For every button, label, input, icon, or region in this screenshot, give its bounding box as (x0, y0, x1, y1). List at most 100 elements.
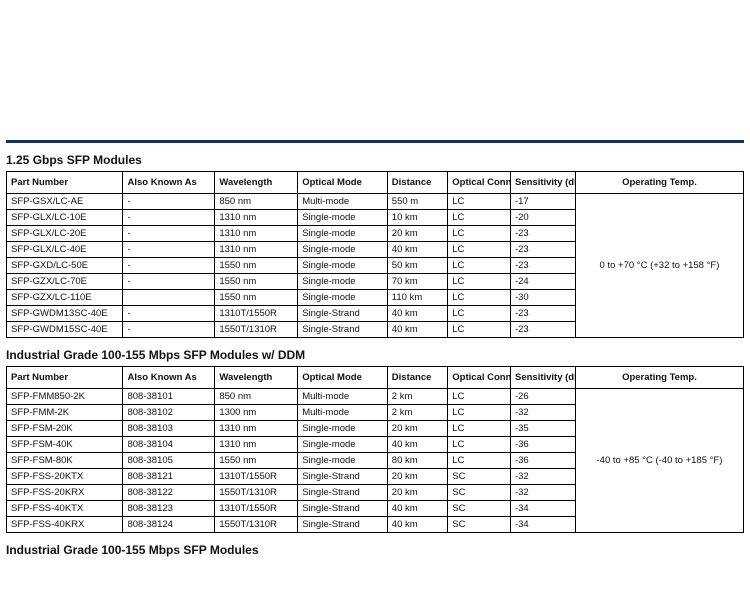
cell: 808-38102 (123, 405, 215, 421)
cell: - (123, 242, 215, 258)
cell: 40 km (387, 306, 447, 322)
cell: 40 km (387, 322, 447, 338)
cell: - (123, 226, 215, 242)
cell: Multi-mode (298, 389, 388, 405)
cell: SFP-FSM-80K (7, 453, 123, 469)
cell: 20 km (387, 421, 447, 437)
cell: -26 (510, 389, 575, 405)
cell: 850 nm (215, 389, 298, 405)
cell: 80 km (387, 453, 447, 469)
cell: -20 (510, 210, 575, 226)
header-row: Part NumberAlso Known AsWavelengthOptica… (7, 367, 744, 389)
column-header: Wavelength (215, 172, 298, 194)
temp-cell: -40 to +85 °C (-40 to +185 °F) (575, 389, 743, 533)
table-head: Part NumberAlso Known AsWavelengthOptica… (7, 172, 744, 194)
cell: - (123, 274, 215, 290)
cell: SFP-GZX/LC-70E (7, 274, 123, 290)
table-head: Part NumberAlso Known AsWavelengthOptica… (7, 367, 744, 389)
cell: Single-Strand (298, 306, 388, 322)
table-row: SFP-GSX/LC-AE-850 nmMulti-mode550 mLC-17… (7, 194, 744, 210)
header-row: Part NumberAlso Known AsWavelengthOptica… (7, 172, 744, 194)
cell: Multi-mode (298, 194, 388, 210)
cell: 40 km (387, 242, 447, 258)
cell: - (123, 258, 215, 274)
cell: 40 km (387, 501, 447, 517)
cell: -32 (510, 485, 575, 501)
cell: LC (448, 437, 511, 453)
cell: 110 km (387, 290, 447, 306)
cell: 808-38105 (123, 453, 215, 469)
cell: 850 nm (215, 194, 298, 210)
column-header: Wavelength (215, 367, 298, 389)
cell: -36 (510, 437, 575, 453)
column-header: Part Number (7, 172, 123, 194)
table-body: SFP-FMM850-2K808-38101850 nmMulti-mode2 … (7, 389, 744, 533)
cell: 1310 nm (215, 242, 298, 258)
cell: SFP-GLX/LC-40E (7, 242, 123, 258)
cell: -23 (510, 242, 575, 258)
cell: LC (448, 194, 511, 210)
cell: -24 (510, 274, 575, 290)
cell: SC (448, 469, 511, 485)
cell: SFP-FMM850-2K (7, 389, 123, 405)
cell: 1550T/1310R (215, 485, 298, 501)
cell: -23 (510, 226, 575, 242)
cell: 550 m (387, 194, 447, 210)
cell: SC (448, 485, 511, 501)
cell: SFP-FSM-20K (7, 421, 123, 437)
cell: 808-38122 (123, 485, 215, 501)
cell: 1310 nm (215, 437, 298, 453)
cell: 40 km (387, 437, 447, 453)
cell: - (123, 210, 215, 226)
cell: 20 km (387, 469, 447, 485)
column-header: Also Known As (123, 172, 215, 194)
cell: -23 (510, 322, 575, 338)
cell: 808-38123 (123, 501, 215, 517)
cell: 20 km (387, 485, 447, 501)
cell: -23 (510, 306, 575, 322)
cell: -30 (510, 290, 575, 306)
section-title-2: Industrial Grade 100-155 Mbps SFP Module… (6, 348, 744, 362)
cell: 1550T/1310R (215, 322, 298, 338)
cell: LC (448, 210, 511, 226)
cell: LC (448, 453, 511, 469)
cell: -34 (510, 501, 575, 517)
cell: Single-Strand (298, 485, 388, 501)
cell: SFP-FSS-20KRX (7, 485, 123, 501)
table-body: SFP-GSX/LC-AE-850 nmMulti-mode550 mLC-17… (7, 194, 744, 338)
cell: 1300 nm (215, 405, 298, 421)
cell: 40 km (387, 517, 447, 533)
cell (123, 290, 215, 306)
cell: Single-mode (298, 290, 388, 306)
cell: SFP-FSS-40KRX (7, 517, 123, 533)
cell: 808-38104 (123, 437, 215, 453)
cell: LC (448, 322, 511, 338)
temp-cell: 0 to +70 °C (+32 to +158 °F) (575, 194, 743, 338)
cell: 1550 nm (215, 274, 298, 290)
column-header: Part Number (7, 367, 123, 389)
cell: SFP-GLX/LC-20E (7, 226, 123, 242)
table-2: Part NumberAlso Known AsWavelengthOptica… (6, 366, 744, 533)
cell: -34 (510, 517, 575, 533)
cell: SFP-GZX/LC-110E (7, 290, 123, 306)
cell: LC (448, 258, 511, 274)
cell: 1310T/1550R (215, 306, 298, 322)
cell: -23 (510, 258, 575, 274)
table-1: Part NumberAlso Known AsWavelengthOptica… (6, 171, 744, 338)
cell: Single-mode (298, 453, 388, 469)
cell: -17 (510, 194, 575, 210)
cell: Single-mode (298, 421, 388, 437)
cell: 1550 nm (215, 258, 298, 274)
cell: Single-mode (298, 274, 388, 290)
column-header: Operating Temp. (575, 172, 743, 194)
cell: Single-mode (298, 226, 388, 242)
cell: Single-Strand (298, 469, 388, 485)
cell: Single-Strand (298, 517, 388, 533)
table-row: SFP-FMM850-2K808-38101850 nmMulti-mode2 … (7, 389, 744, 405)
cell: 1310 nm (215, 226, 298, 242)
cell: 1310 nm (215, 210, 298, 226)
cell: LC (448, 306, 511, 322)
cell: 808-38103 (123, 421, 215, 437)
cell: Single-Strand (298, 501, 388, 517)
column-header: Operating Temp. (575, 367, 743, 389)
